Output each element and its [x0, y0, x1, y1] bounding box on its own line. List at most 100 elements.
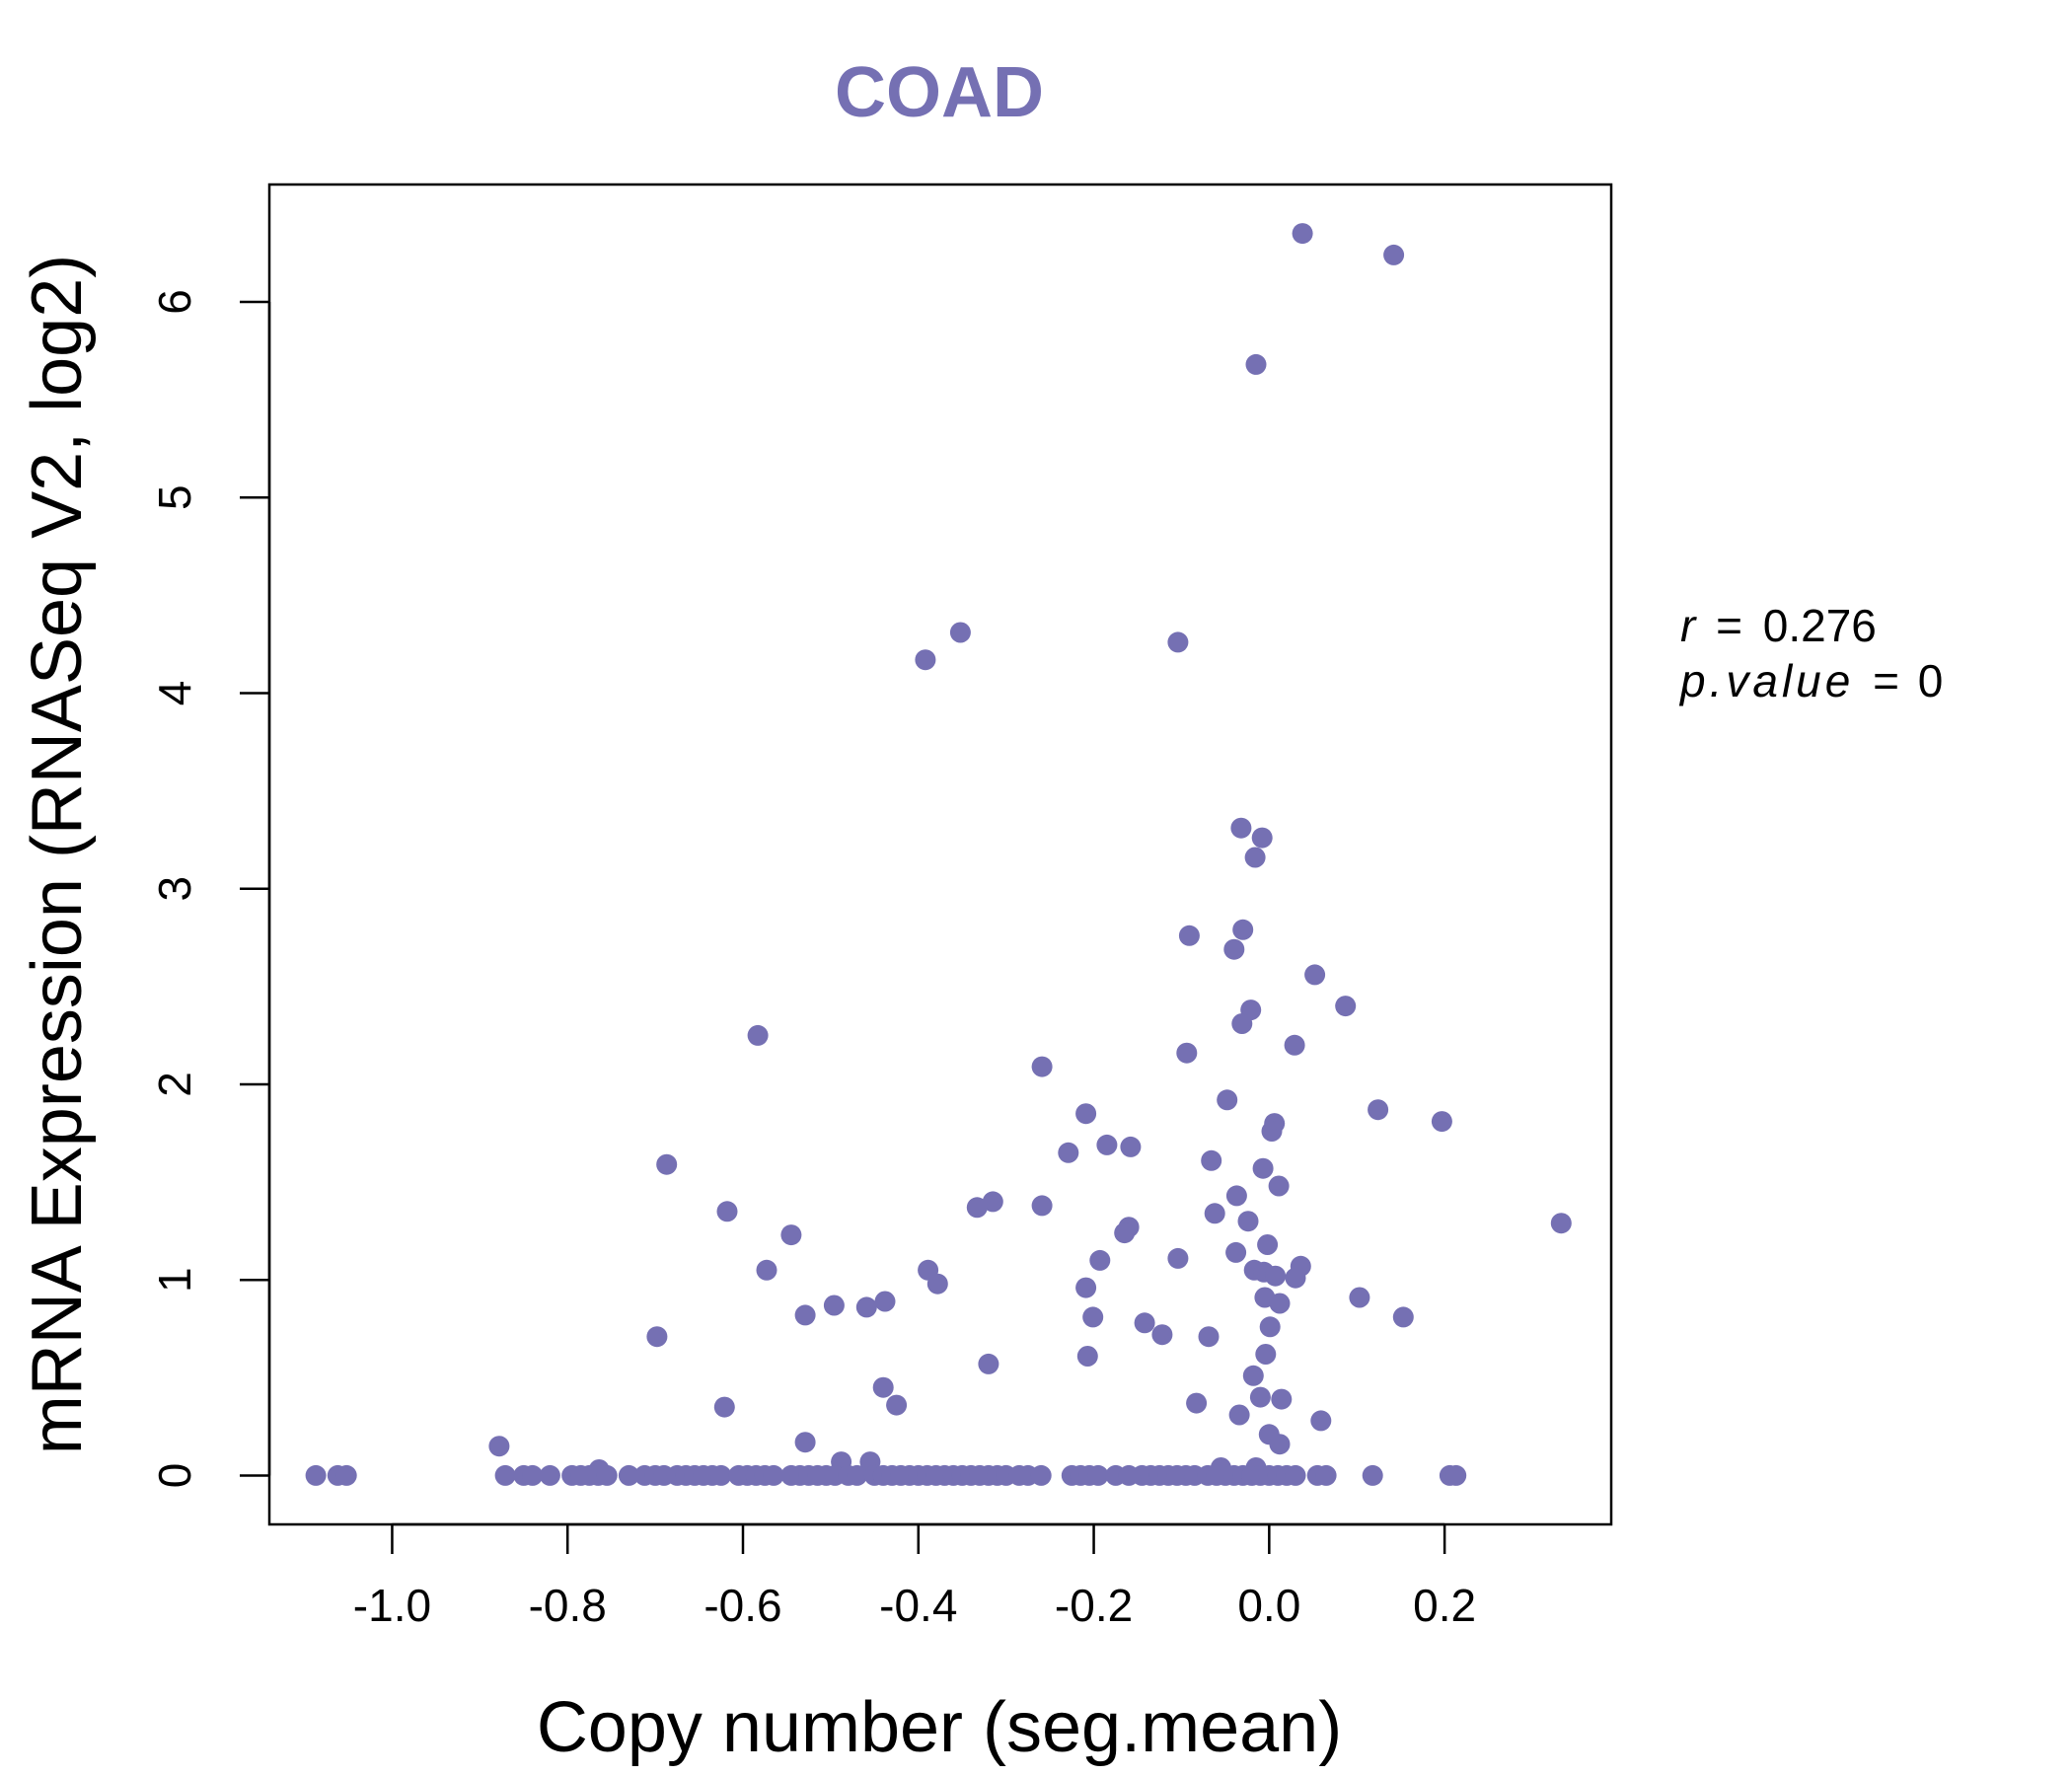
data-point: [1031, 1195, 1053, 1217]
data-point: [646, 1326, 668, 1348]
points-layer: [305, 223, 1572, 1486]
data-point: [1225, 1185, 1247, 1207]
x-tick-label: -0.2: [1055, 1580, 1133, 1631]
r-equals: =: [1716, 600, 1742, 651]
data-point: [1245, 353, 1267, 375]
y-tick-label: 1: [149, 1267, 200, 1293]
x-tick-label: -0.6: [703, 1580, 781, 1631]
data-point: [596, 1464, 618, 1486]
data-point: [1252, 1157, 1274, 1179]
data-point: [1198, 1326, 1220, 1348]
data-point: [1285, 1464, 1306, 1486]
data-point: [1075, 1103, 1097, 1125]
x-tick-label: -0.4: [879, 1580, 957, 1631]
data-point: [1285, 1267, 1306, 1289]
p-value-label: p.value: [1678, 655, 1854, 706]
data-point: [874, 1291, 896, 1312]
svg-text:r = 0.276: r = 0.276: [1680, 600, 1877, 651]
data-point: [1114, 1222, 1136, 1244]
data-point: [1176, 1042, 1198, 1064]
data-point: [1362, 1464, 1383, 1486]
y-axis: 0 1 2 3 4 5 6: [149, 289, 271, 1489]
y-tick-label: 5: [149, 484, 200, 510]
data-point: [713, 1396, 735, 1418]
data-point: [1259, 1316, 1281, 1338]
y-axis-label: mRNA Expression (RNASeq V2, log2): [18, 255, 97, 1454]
r-value: 0.276: [1763, 600, 1877, 651]
data-point: [747, 1024, 769, 1046]
data-point: [1230, 817, 1252, 839]
data-point: [1261, 1121, 1283, 1142]
data-point: [1284, 1034, 1305, 1056]
data-point: [966, 1197, 988, 1219]
data-point: [1030, 1464, 1052, 1486]
data-point: [1228, 1404, 1250, 1426]
data-point: [1335, 996, 1357, 1017]
data-point: [1269, 1293, 1291, 1314]
data-point: [1076, 1346, 1098, 1367]
svg-text:p.value = 0: p.value = 0: [1678, 655, 1943, 706]
data-point: [539, 1464, 560, 1486]
y-tick-label: 6: [149, 289, 200, 315]
data-point: [1232, 919, 1254, 940]
x-axis-label: Copy number (seg.mean): [537, 1688, 1342, 1767]
data-point: [1178, 925, 1200, 946]
r-label: r: [1680, 600, 1697, 651]
data-point: [1167, 1247, 1189, 1269]
data-point: [823, 1295, 845, 1316]
data-point: [1315, 1464, 1337, 1486]
data-point: [1265, 1265, 1287, 1287]
p-equals: =: [1873, 655, 1899, 706]
data-point: [915, 649, 936, 671]
data-point: [949, 622, 971, 643]
y-tick-label: 0: [149, 1463, 200, 1489]
x-tick-label: 0.0: [1237, 1580, 1300, 1631]
data-point: [1204, 1203, 1225, 1224]
data-point: [1244, 847, 1266, 868]
data-point: [1082, 1306, 1104, 1328]
data-point: [1058, 1142, 1079, 1163]
y-tick-label: 3: [149, 876, 200, 902]
data-point: [872, 1376, 894, 1398]
data-point: [1120, 1136, 1142, 1157]
x-axis: -1.0 -0.8 -0.6 -0.4 -0.2 0.0 0.2: [353, 1522, 1476, 1631]
data-point: [656, 1153, 678, 1175]
data-point: [1089, 1249, 1111, 1271]
data-point: [1096, 1134, 1118, 1155]
data-point: [1167, 631, 1189, 653]
data-point: [1237, 1211, 1259, 1232]
data-point: [1255, 1344, 1277, 1365]
data-point: [847, 1464, 868, 1486]
data-point: [855, 1296, 877, 1318]
data-point: [1151, 1324, 1173, 1346]
data-point: [1257, 1234, 1279, 1255]
data-point: [305, 1464, 327, 1486]
y-tick-label: 2: [149, 1072, 200, 1097]
data-point: [756, 1259, 777, 1281]
data-point: [1201, 1149, 1222, 1171]
data-point: [780, 1224, 802, 1246]
data-point: [794, 1304, 816, 1326]
data-point: [763, 1464, 784, 1486]
data-point: [794, 1432, 816, 1453]
data-point: [1223, 938, 1245, 960]
data-point: [1383, 244, 1405, 265]
x-tick-label: -1.0: [353, 1580, 431, 1631]
data-point: [926, 1273, 948, 1295]
data-point: [488, 1436, 510, 1457]
data-point: [886, 1394, 908, 1416]
data-point: [1075, 1277, 1097, 1298]
data-point: [1445, 1464, 1467, 1486]
data-point: [1134, 1312, 1155, 1334]
data-point: [1271, 1388, 1293, 1410]
y-tick-label: 4: [149, 681, 200, 706]
data-point: [1292, 223, 1313, 245]
data-point: [1431, 1111, 1452, 1133]
data-point: [335, 1464, 357, 1486]
data-point: [1310, 1410, 1332, 1432]
data-point: [1251, 827, 1273, 849]
chart-title: COAD: [835, 53, 1044, 132]
data-point: [618, 1464, 639, 1486]
